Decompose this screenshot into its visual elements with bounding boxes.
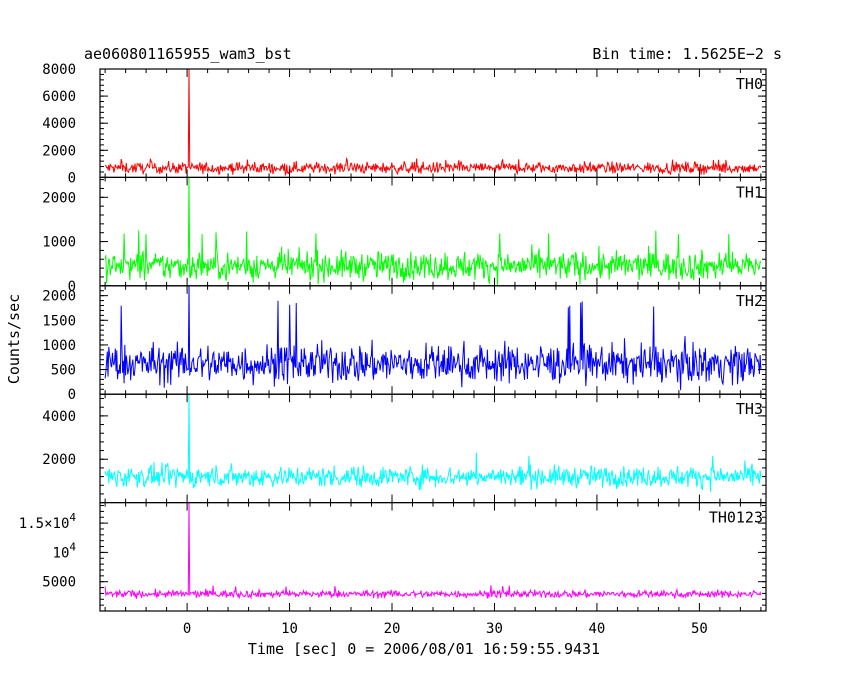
series-line-th2 <box>104 285 762 391</box>
x-tick-label: 20 <box>384 621 401 637</box>
y-tick-label: 4000 <box>42 116 76 132</box>
y-tick-label: 0 <box>68 387 76 403</box>
panel-frame <box>99 393 767 504</box>
series-line-th0123 <box>104 502 762 600</box>
series-line-th1 <box>104 177 762 286</box>
panel-label: TH3 <box>736 400 763 418</box>
y-tick-label: 1.5×104 <box>19 511 77 532</box>
series-line-th0 <box>104 69 762 177</box>
x-tick-label: 0 <box>183 621 191 637</box>
y-tick-label: 2000 <box>42 289 76 305</box>
bin-time-label: Bin time: 1.5625E−2 s <box>592 45 782 63</box>
panel-frame <box>99 176 767 287</box>
y-tick-label: 8000 <box>42 62 76 78</box>
x-tick-label: 30 <box>486 621 503 637</box>
chart-title: ae060801165955_wam3_bst <box>84 45 292 63</box>
panel-label: TH1 <box>736 183 763 201</box>
y-tick-label: 0 <box>68 279 76 295</box>
x-tick-label: 40 <box>589 621 606 637</box>
y-tick-label: 6000 <box>42 89 76 105</box>
series-line-th3 <box>104 394 762 492</box>
y-tick-label: 5000 <box>42 575 76 591</box>
panel-label: TH2 <box>736 292 763 310</box>
y-tick-label: 2000 <box>42 143 76 159</box>
panel-label: TH0 <box>736 75 763 93</box>
panel-frame <box>99 285 767 395</box>
panel-frame <box>99 68 767 179</box>
y-tick-label: 1500 <box>42 313 76 329</box>
x-tick-label: 50 <box>691 621 708 637</box>
y-tick-label: 500 <box>51 363 76 379</box>
y-tick-label: 1000 <box>42 338 76 354</box>
y-tick-label: 104 <box>53 540 77 561</box>
x-tick-label: 10 <box>281 621 298 637</box>
y-axis-label: Counts/sec <box>5 294 23 384</box>
panels-group: TH002000400060008000TH1010002000TH205001… <box>19 62 767 637</box>
y-tick-label: 1000 <box>42 235 76 251</box>
y-tick-label: 0 <box>68 170 76 186</box>
y-tick-label: 2000 <box>42 190 76 206</box>
x-axis-label: Time [sec] 0 = 2006/08/01 16:59:55.9431 <box>248 640 600 658</box>
y-tick-label: 4000 <box>42 409 76 425</box>
y-tick-label: 2000 <box>42 452 76 468</box>
panel-label: TH0123 <box>709 509 763 527</box>
